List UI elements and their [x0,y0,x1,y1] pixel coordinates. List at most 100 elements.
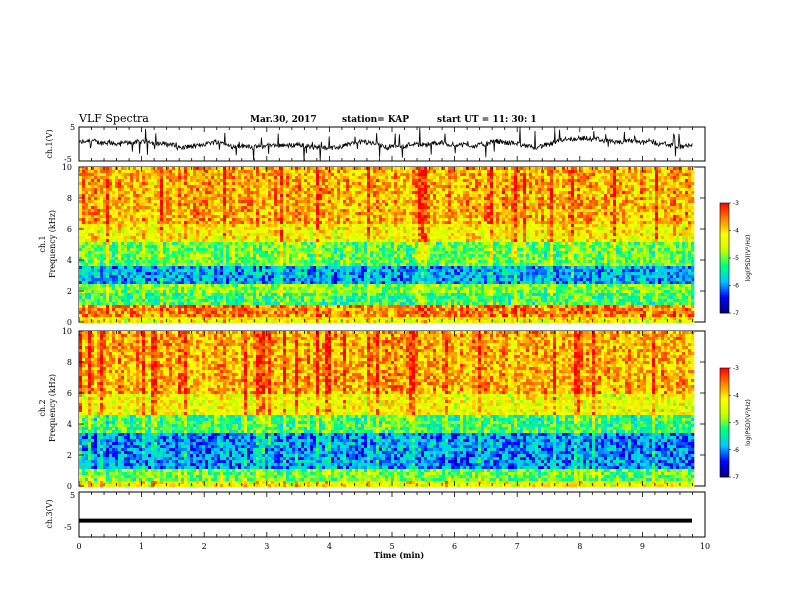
spectrogram-cell [532,221,536,225]
spectrogram-cell [322,230,326,234]
spectrogram-cell [376,218,380,222]
spectrogram-cell [295,179,299,183]
spectrogram-cell [520,182,524,186]
spectrogram-cell [115,179,119,183]
spectrogram-cell [151,194,155,198]
spectrogram-cell [505,236,509,240]
spectrogram-cell [193,188,197,192]
spectrogram-cell [631,224,635,228]
spectrogram-cell [370,194,374,198]
spectrogram-cell [541,212,545,216]
spectrogram-cell [199,167,203,171]
spectrogram-cell [331,206,335,210]
spectrogram-cell [118,230,122,234]
spectrogram-cell [361,179,365,183]
spectrogram-cell [541,170,545,174]
spectrogram-cell [460,212,464,216]
spectrogram-cell [400,236,404,240]
spectrogram-cell [136,194,140,198]
spectrogram-cell [103,191,107,195]
spectrogram-cell [397,218,401,222]
spectrogram-cell [241,233,245,237]
spectrogram-cell [334,215,338,219]
spectrogram-cell [490,197,494,201]
spectrogram-cell [346,197,350,201]
spectrogram-cell [217,233,221,237]
spectrogram-cell [151,173,155,177]
spectrogram-cell [310,191,314,195]
spectrogram-cell [124,194,128,198]
spectrogram-cell [535,212,539,216]
spectrogram-cell [250,212,254,216]
spectrogram-cell [337,188,341,192]
spectrogram-cell [286,176,290,180]
spectrogram-cell [496,224,500,228]
spectrogram-cell [163,200,167,204]
spectrogram-cell [172,236,176,240]
spectrogram-cell [445,212,449,216]
spectrogram-cell [442,200,446,204]
spectrogram-cell [559,230,563,234]
spectrogram-cell [181,191,185,195]
spectrogram-cell [100,233,104,237]
spectrogram-cell [466,236,470,240]
spectrogram-cell [445,209,449,213]
spectrogram-cell [79,224,83,228]
spectrogram-cell [445,221,449,225]
spectrogram-cell [109,182,113,186]
spectrogram-cell [466,197,470,201]
spectrogram-cell [661,230,665,234]
spectrogram-cell [181,197,185,201]
spectrogram-cell [610,224,614,228]
spectrogram-cell [145,209,149,213]
spectrogram-cell [415,194,419,198]
spectrogram-cell [595,218,599,222]
spectrogram-cell [649,197,653,201]
spectrogram-cell [184,188,188,192]
spectrogram-cell [664,215,668,219]
spectrogram-cell [169,173,173,177]
spectrogram-cell [145,236,149,240]
spectrogram-cell [202,236,206,240]
spectrogram-cell [355,206,359,210]
spectrogram-cell [559,188,563,192]
spectrogram-cell [616,191,620,195]
spectrogram-cell [91,173,95,177]
spectrogram-cell [139,179,143,183]
spectrogram-cell [289,185,293,189]
spectrogram-cell [523,221,527,225]
spectrogram-cell [271,179,275,183]
spectrogram-cell [154,194,158,198]
spectrogram-cell [691,212,695,216]
spectrogram-cell [679,185,683,189]
spectrogram-cell [664,194,668,198]
spectrogram-cell [190,173,194,177]
spectrogram-cell [682,167,686,171]
spectrogram-cell [166,194,170,198]
spectrogram-cell [349,167,353,171]
spectrogram-cell [550,191,554,195]
spectrogram-cell [586,194,590,198]
spectrogram-cell [421,230,425,234]
spectrogram-cell [682,206,686,210]
spectrogram-cell [493,179,497,183]
spectrogram-cell [313,233,317,237]
spectrogram-cell [535,179,539,183]
spectrogram-cell [580,206,584,210]
spectrogram-cell [316,170,320,174]
spectrogram-cell [427,188,431,192]
spectrogram-cell [295,233,299,237]
spectrogram-cell [592,227,596,231]
spectrogram-cell [463,215,467,219]
spectrogram-cell [343,230,347,234]
spectrogram-cell [574,185,578,189]
spectrogram-cell [574,236,578,240]
spectrogram-cell [655,218,659,222]
spectrogram-cell [334,185,338,189]
spectrogram-cell [385,218,389,222]
spectrogram-cell [202,182,206,186]
spectrogram-cell [385,185,389,189]
spectrogram-cell [199,230,203,234]
spectrogram-cell [646,227,650,231]
spectrogram-cell [529,167,533,171]
